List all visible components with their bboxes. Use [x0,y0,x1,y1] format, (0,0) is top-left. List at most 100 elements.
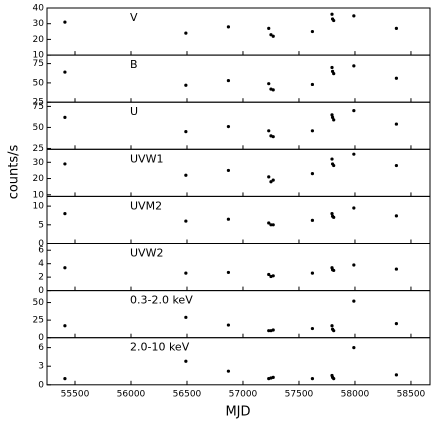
data-point [184,173,188,177]
y-tick-label: 0 [38,380,44,390]
y-tick-label: 50 [33,123,45,133]
data-point [310,326,315,331]
data-point [394,122,399,126]
x-tick-label: 57500 [285,389,314,399]
data-point [330,65,334,70]
data-point [352,263,356,267]
data-point [352,152,356,156]
panel-frame [46,101,431,150]
data-point [310,218,315,222]
y-tick-label: 10 [33,51,45,61]
panel-frame [46,337,431,386]
y-tick-label: 0 [38,286,44,296]
data-point [332,215,336,219]
panel-label: UVW2 [130,247,163,260]
y-tick-label: 75 [33,102,44,112]
data-point [267,329,271,333]
data-point [332,72,336,76]
data-point [394,267,399,271]
panel-label: B [130,58,138,71]
data-point [271,328,275,332]
y-tick-label: 5 [38,220,44,230]
y-tick-label: 50 [33,78,45,88]
data-point [394,214,399,218]
x-tick-label: 55500 [61,389,90,399]
data-point [271,34,275,38]
data-point [267,26,271,31]
data-point [330,113,334,117]
panel-label: 2.0-10 keV [130,341,190,354]
data-point [330,12,334,16]
data-point [352,206,356,210]
data-point [332,163,336,168]
data-point [352,109,356,113]
panel-frame [46,195,431,244]
data-point [271,178,275,182]
y-tick-label: 2 [38,273,44,283]
y-tick-label: 25 [33,144,44,154]
data-point [184,315,188,319]
data-point [267,82,271,86]
data-point [269,223,273,227]
data-point [310,172,315,176]
y-tick-label: 50 [33,298,45,308]
data-point [394,322,399,326]
data-point [184,130,188,134]
panel-label: V [130,11,138,24]
y-tick-label: 25 [33,316,44,326]
data-point [271,375,275,379]
panel-label: UVW1 [130,152,163,165]
panel-frame [46,148,431,197]
data-point [352,14,356,18]
data-point [330,211,334,216]
y-tick-label: 25 [33,98,44,108]
data-point [352,346,356,350]
data-point [184,31,188,35]
data-point [184,83,188,87]
data-point [226,270,231,275]
data-point [332,118,336,122]
data-point [184,359,188,363]
data-point [226,78,231,83]
data-point [269,33,273,37]
data-point [63,377,67,381]
data-point [310,29,315,34]
data-point [271,223,275,227]
data-point [394,373,399,377]
y-tick-label: 0 [38,239,44,249]
panel-label: U [130,105,138,118]
data-point [271,274,275,278]
panel-frame [46,243,431,292]
y-tick-label: 75 [33,59,44,69]
y-tick-label: 6 [38,246,44,256]
x-tick-label: 58000 [341,389,370,399]
data-point [184,219,188,223]
y-tick-label: 30 [33,19,45,29]
y-axis-label: counts/s [7,144,22,199]
data-point [332,268,336,273]
data-point [267,129,271,133]
data-point [330,324,334,328]
x-tick-label: 58500 [397,389,426,399]
data-point [394,26,399,31]
panel-frame [46,7,431,56]
data-point [394,76,399,80]
y-tick-label: 3 [38,362,44,372]
y-tick-label: 30 [33,158,45,168]
data-point [63,162,67,166]
y-tick-label: 0 [38,333,44,343]
data-point [226,168,231,173]
data-point [267,272,271,277]
data-point [226,124,231,129]
data-point [332,329,336,333]
data-point [269,180,273,184]
y-tick-label: 10 [33,202,45,212]
panel-frame [46,54,431,103]
y-tick-label: 20 [33,174,45,184]
data-point [330,115,335,119]
data-point [310,129,315,133]
y-tick-label: 6 [38,343,44,353]
data-point [394,163,399,168]
data-point [63,324,67,328]
